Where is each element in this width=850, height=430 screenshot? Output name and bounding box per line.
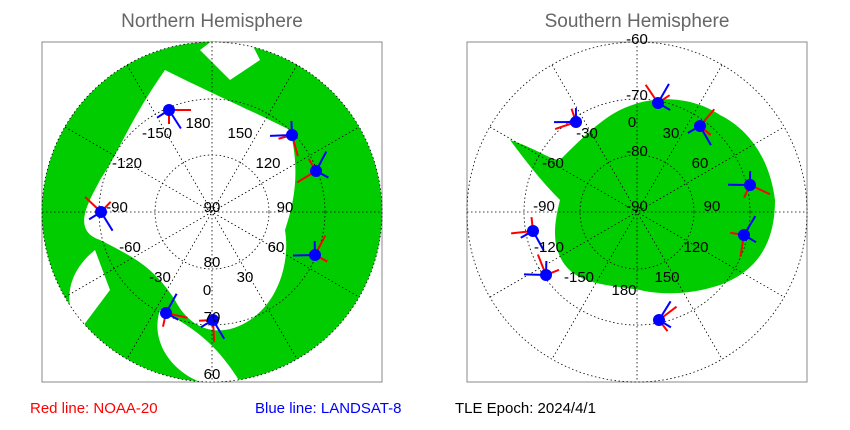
grid-label: -80 [626, 143, 648, 160]
grid-label: 120 [255, 155, 280, 172]
grid-label: -120 [534, 239, 564, 256]
satellite [694, 120, 706, 132]
grid-label: 90 [704, 198, 721, 215]
grid-label: -30 [576, 125, 598, 142]
panel-title: Southern Hemisphere [545, 11, 730, 32]
grid-label: 30 [663, 125, 680, 142]
grid-label: 150 [654, 269, 679, 286]
grid-label: 70 [204, 309, 221, 326]
grid-label: 120 [683, 239, 708, 256]
legend-red: Red line: NOAA-20 [30, 400, 158, 417]
satellite [540, 269, 552, 281]
grid-label: -60 [542, 155, 564, 172]
grid-label: 150 [227, 125, 252, 142]
legend-epoch: TLE Epoch: 2024/4/1 [455, 400, 596, 417]
satellite [163, 104, 175, 116]
grid-label: -60 [626, 31, 648, 48]
grid-label: -30 [149, 269, 171, 286]
satellite [309, 249, 321, 261]
satellite [286, 129, 298, 141]
satellite [738, 229, 750, 241]
grid-label: 180 [185, 115, 210, 132]
satellite [744, 179, 756, 191]
grid-label: 80 [204, 254, 221, 271]
grid-label: 90 [277, 199, 294, 216]
satellite [527, 225, 539, 237]
grid-label: 60 [204, 366, 221, 383]
grid-label: 0 [203, 282, 211, 299]
grid-label: -90 [106, 199, 128, 216]
satellite [160, 307, 172, 319]
grid-label: -60 [119, 239, 141, 256]
grid-label: -70 [626, 87, 648, 104]
grid-label: -120 [112, 155, 142, 172]
grid-label: -150 [142, 125, 172, 142]
grid-label: -90 [626, 198, 648, 215]
grid-label: 90 [204, 199, 221, 216]
satellite [652, 97, 664, 109]
grid-label: 30 [237, 269, 254, 286]
grid-label: 60 [268, 239, 285, 256]
grid-label: 60 [692, 155, 709, 172]
grid-label: 0 [628, 114, 636, 131]
satellite [310, 165, 322, 177]
grid-label: -90 [533, 198, 555, 215]
grid-label: -150 [564, 269, 594, 286]
satellite [653, 314, 665, 326]
grid-label: 180 [611, 282, 636, 299]
legend-blue: Blue line: LANDSAT-8 [255, 400, 401, 417]
panel-title: Northern Hemisphere [121, 11, 303, 32]
